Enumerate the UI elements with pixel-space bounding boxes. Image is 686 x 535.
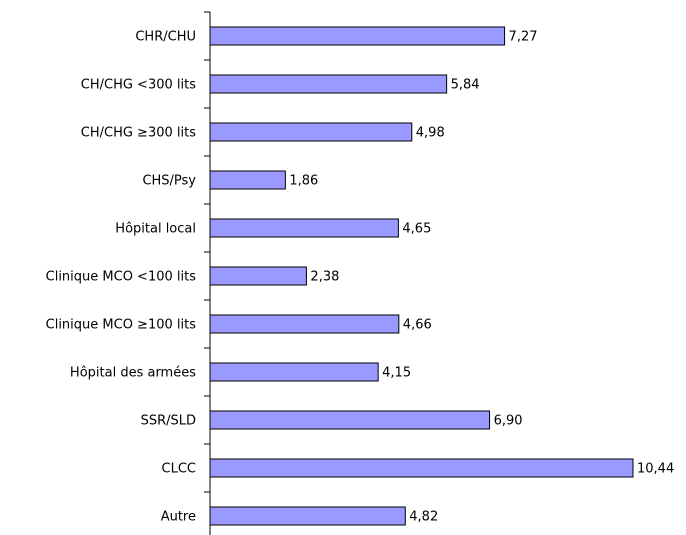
category-label: Hôpital des armées (70, 366, 196, 381)
value-label: 4,15 (382, 366, 411, 381)
bar (209, 506, 406, 526)
value-label: 4,82 (409, 510, 438, 525)
category-label: Hôpital local (115, 222, 196, 237)
value-label: 4,66 (403, 318, 432, 333)
bar (209, 458, 634, 478)
value-label: 4,98 (416, 126, 445, 141)
bar (209, 314, 400, 334)
value-label: 7,27 (509, 30, 538, 45)
value-label: 5,84 (451, 78, 480, 93)
bar (209, 74, 448, 94)
bar (209, 218, 399, 238)
category-label: CH/CHG <300 lits (81, 78, 196, 93)
bar (209, 410, 491, 430)
category-label: CLCC (162, 462, 196, 477)
category-label: CHS/Psy (142, 174, 196, 189)
category-label: CH/CHG ≥300 lits (81, 126, 196, 141)
value-label: 4,65 (402, 222, 431, 237)
category-label: CHR/CHU (135, 30, 196, 45)
value-label: 10,44 (637, 462, 674, 477)
category-label: Clinique MCO ≥100 lits (46, 318, 197, 333)
category-label: Clinique MCO <100 lits (46, 270, 197, 285)
category-label: SSR/SLD (141, 414, 196, 429)
bar (209, 122, 413, 142)
value-label: 2,38 (310, 270, 339, 285)
category-label: Autre (161, 510, 196, 525)
bar (209, 266, 307, 286)
bar (209, 362, 379, 382)
bar (209, 26, 506, 46)
value-label: 1,86 (289, 174, 318, 189)
bar (209, 170, 286, 190)
value-label: 6,90 (494, 414, 523, 429)
